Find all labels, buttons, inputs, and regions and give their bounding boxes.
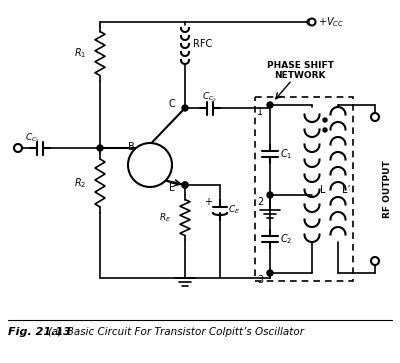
Text: $R_E$: $R_E$ (159, 211, 171, 224)
Text: $C_E$: $C_E$ (228, 204, 240, 216)
Text: C: C (168, 99, 175, 109)
Circle shape (97, 145, 103, 151)
Text: $C_{C_2}$: $C_{C_2}$ (202, 90, 218, 104)
Text: RF OUTPUT: RF OUTPUT (382, 160, 392, 218)
Text: $C_{C_1}$: $C_{C_1}$ (26, 131, 40, 145)
Text: Fig. 21.13: Fig. 21.13 (8, 327, 71, 337)
Circle shape (267, 192, 273, 198)
Text: $R_1$: $R_1$ (74, 46, 86, 60)
Text: +: + (204, 197, 212, 207)
Circle shape (371, 113, 379, 121)
Circle shape (323, 128, 327, 132)
Circle shape (267, 102, 273, 108)
Text: NETWORK: NETWORK (274, 70, 326, 79)
Text: RFC: RFC (193, 39, 212, 49)
Circle shape (182, 182, 188, 188)
Circle shape (371, 257, 379, 265)
Circle shape (14, 144, 22, 152)
Circle shape (267, 270, 273, 276)
Circle shape (307, 19, 313, 25)
Text: (a): (a) (47, 327, 63, 337)
Text: PHASE SHIFT: PHASE SHIFT (266, 61, 334, 69)
Circle shape (128, 143, 172, 187)
Text: 2: 2 (257, 197, 263, 207)
Text: $R_2$: $R_2$ (74, 176, 86, 190)
Text: $C_1$: $C_1$ (280, 147, 292, 161)
Text: Basic Circuit For Transistor Colpitt’s Oscillator: Basic Circuit For Transistor Colpitt’s O… (57, 327, 304, 337)
Text: L: L (320, 185, 326, 195)
Text: 3: 3 (257, 275, 263, 285)
Text: E: E (169, 183, 175, 193)
Text: $+V_{CC}$: $+V_{CC}$ (318, 15, 344, 29)
Text: 1: 1 (257, 107, 263, 117)
Circle shape (182, 105, 188, 111)
Circle shape (308, 19, 316, 25)
Circle shape (182, 182, 188, 188)
Circle shape (323, 118, 327, 122)
Text: B: B (128, 142, 135, 152)
Text: $C_2$: $C_2$ (280, 232, 292, 246)
Text: L’: L’ (342, 185, 351, 195)
